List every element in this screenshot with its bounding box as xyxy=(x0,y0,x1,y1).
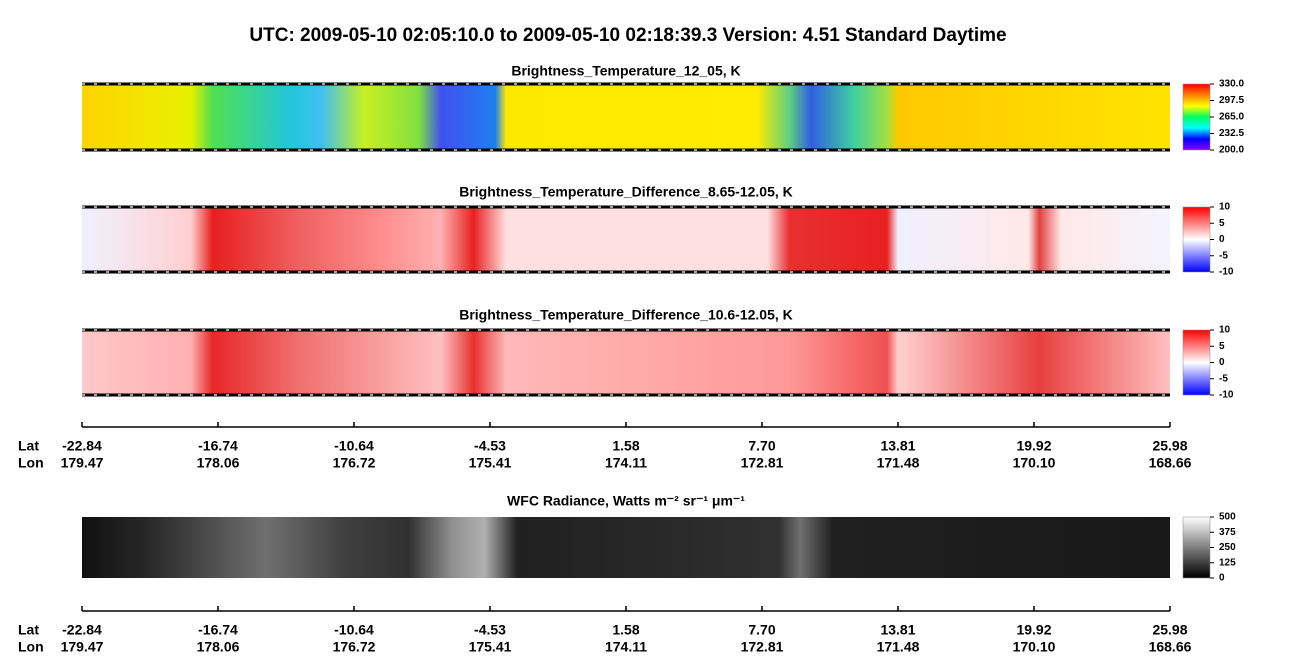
colorbar-tick-label: 232.5 xyxy=(1219,128,1244,139)
colorbar-tick-label: 0 xyxy=(1219,234,1225,245)
lat-tick-label: 13.81 xyxy=(880,622,915,638)
lat-tick-label: -16.74 xyxy=(198,438,238,454)
colorbar xyxy=(1182,516,1211,579)
image xyxy=(82,207,1170,272)
lat-tick-label: 25.98 xyxy=(1152,622,1187,638)
axis-label: Lon xyxy=(18,639,44,655)
lon-tick-label: 179.47 xyxy=(61,455,104,471)
panel-title: Brightness_Temperature_Difference_8.65-1… xyxy=(459,184,793,200)
lat-tick-label: -22.84 xyxy=(62,622,102,638)
colorbar-tick-label: 265.0 xyxy=(1219,112,1244,123)
lat-tick-label: 7.70 xyxy=(748,438,775,454)
lon-tick-label: 178.06 xyxy=(197,639,240,655)
colorbar-tick-label: -5 xyxy=(1219,250,1228,261)
colorbar-tick-label: 0 xyxy=(1219,573,1225,584)
lat-tick-label: 7.70 xyxy=(748,622,775,638)
image xyxy=(82,330,1170,395)
lon-tick-label: 175.41 xyxy=(469,455,512,471)
colorbar xyxy=(1182,83,1211,151)
colorbar xyxy=(1182,329,1211,396)
lat-tick-label: -4.53 xyxy=(474,438,506,454)
lat-tick-label: 1.58 xyxy=(612,438,639,454)
lon-tick-label: 174.11 xyxy=(605,639,647,655)
lon-tick-label: 170.10 xyxy=(1013,639,1056,655)
lon-tick-label: 178.06 xyxy=(197,455,240,471)
colorbar xyxy=(1182,206,1211,273)
lat-tick-label: -10.64 xyxy=(334,622,374,638)
colorbar-tick-label: 5 xyxy=(1219,341,1225,352)
lon-tick-label: 171.48 xyxy=(877,455,920,471)
colorbar-tick-label: -10 xyxy=(1219,390,1234,401)
panel-title: WFC Radiance, Watts m⁻² sr⁻¹ μm⁻¹ xyxy=(507,493,745,509)
lon-tick-label: 179.47 xyxy=(61,639,104,655)
lat-tick-label: 13.81 xyxy=(880,438,915,454)
colorbar-tick-label: 125 xyxy=(1219,557,1236,568)
lat-tick-label: -4.53 xyxy=(474,622,506,638)
lon-tick-label: 172.81 xyxy=(741,639,784,655)
lat-tick-label: 1.58 xyxy=(612,622,639,638)
colorbar-tick-label: 10 xyxy=(1219,202,1231,213)
axis-label: Lat xyxy=(18,438,39,454)
lon-tick-label: 168.66 xyxy=(1149,639,1192,655)
colorbar-tick-label: 330.0 xyxy=(1219,79,1244,90)
lon-tick-label: 171.48 xyxy=(877,639,920,655)
image xyxy=(82,517,1170,578)
lon-tick-label: 176.72 xyxy=(333,455,376,471)
colorbar-tick-label: -5 xyxy=(1219,373,1228,384)
colorbar-tick-label: -10 xyxy=(1219,267,1234,278)
colorbar-tick-label: 200.0 xyxy=(1219,145,1244,156)
lat-tick-label: 19.92 xyxy=(1016,622,1051,638)
lat-tick-label: -22.84 xyxy=(62,438,102,454)
colorbar-tick-label: 10 xyxy=(1219,325,1231,336)
lon-tick-label: 168.66 xyxy=(1149,455,1192,471)
colorbar-tick-label: 250 xyxy=(1219,542,1236,553)
colorbar-tick-label: 297.5 xyxy=(1219,95,1244,106)
axis-label: Lat xyxy=(18,622,39,638)
axis-label: Lon xyxy=(18,455,44,471)
colorbar-tick-label: 375 xyxy=(1219,527,1236,538)
panel-title: Brightness_Temperature_Difference_10.6-1… xyxy=(459,307,793,323)
lon-tick-label: 175.41 xyxy=(469,639,512,655)
lat-tick-label: 19.92 xyxy=(1016,438,1051,454)
lon-tick-label: 176.72 xyxy=(333,639,376,655)
lon-tick-label: 170.10 xyxy=(1013,455,1056,471)
colorbar-tick-label: 0 xyxy=(1219,357,1225,368)
lon-tick-label: 172.81 xyxy=(741,455,784,471)
lat-tick-label: -10.64 xyxy=(334,438,374,454)
lat-tick-label: 25.98 xyxy=(1152,438,1187,454)
colorbar-tick-label: 500 xyxy=(1219,512,1236,523)
lon-tick-label: 174.11 xyxy=(605,455,647,471)
page-title: UTC: 2009-05-10 02:05:10.0 to 2009-05-10… xyxy=(249,25,1006,46)
image xyxy=(82,84,1170,150)
lat-tick-label: -16.74 xyxy=(198,622,238,638)
panel-title: Brightness_Temperature_12_05, K xyxy=(511,63,740,79)
colorbar-tick-label: 5 xyxy=(1219,218,1225,229)
